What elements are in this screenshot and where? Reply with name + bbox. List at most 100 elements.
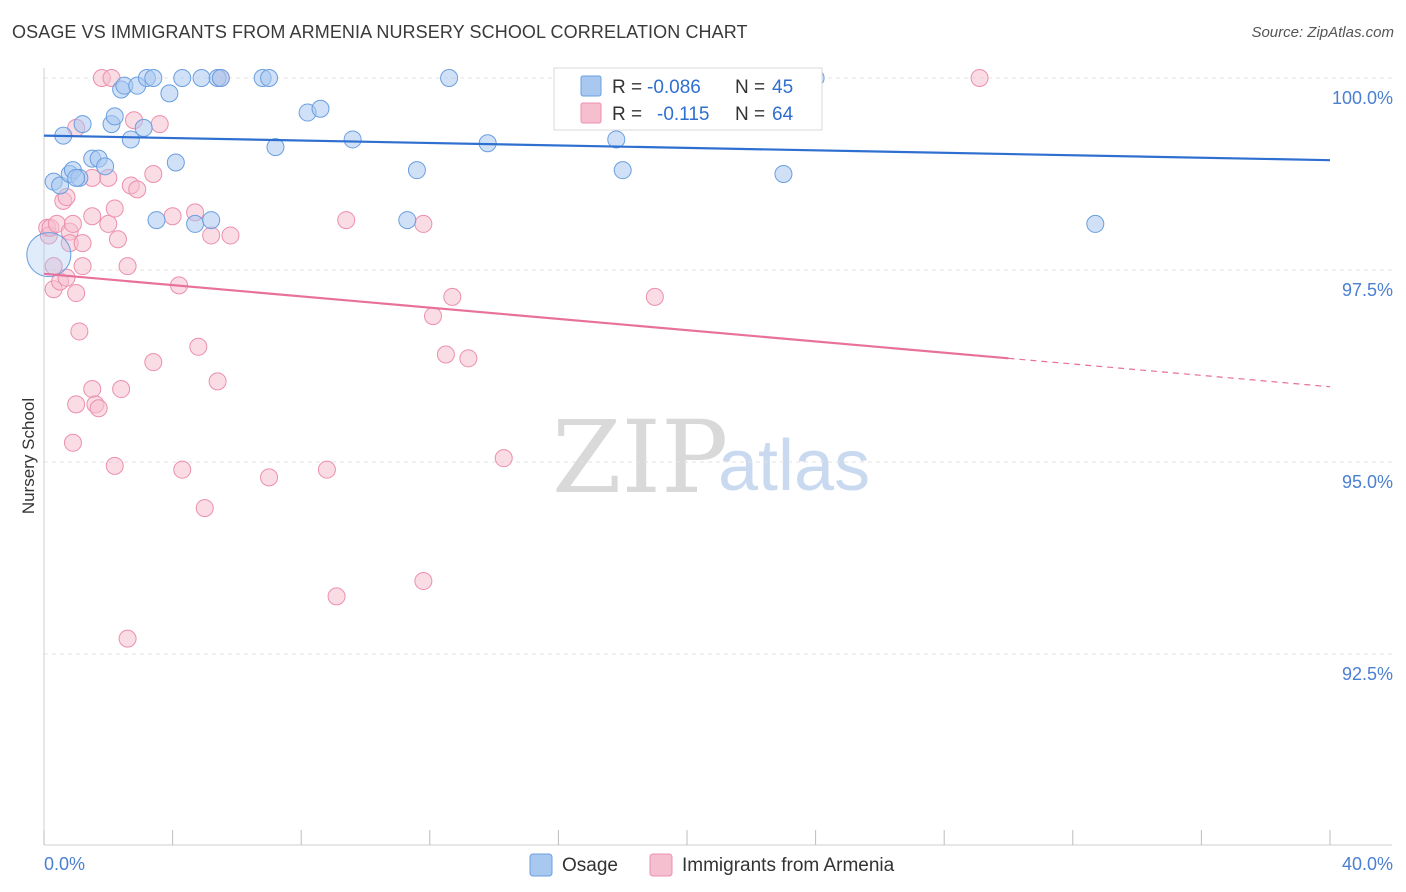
- x-ticks: [43, 830, 1331, 845]
- osage-point: [398, 211, 417, 230]
- legend-r-label-2: R =: [612, 104, 642, 125]
- armenia-point: [73, 234, 92, 253]
- bottom-legend-label-osage: Osage: [562, 855, 618, 876]
- armenia-point: [202, 226, 221, 245]
- legend-r-value-2: -0.115: [657, 104, 709, 125]
- source-credit: Source: ZipAtlas.com: [1251, 24, 1394, 41]
- series-armenia-points: [38, 69, 989, 648]
- armenia-point: [414, 214, 433, 233]
- osage-point: [613, 161, 632, 180]
- watermark: ZIP atlas: [552, 399, 870, 516]
- legend-n-value-2: 64: [772, 104, 794, 125]
- legend-swatch-osage: [580, 75, 602, 97]
- armenia-point: [118, 629, 137, 648]
- armenia-point: [83, 380, 102, 399]
- y-tick-label: 100.0%: [1332, 88, 1393, 108]
- osage-point: [260, 69, 279, 87]
- osage-point: [173, 69, 192, 87]
- bottom-legend-swatch-armenia: [649, 853, 673, 877]
- armenia-point: [57, 268, 76, 287]
- armenia-point: [118, 257, 137, 276]
- armenia-point: [63, 433, 82, 452]
- armenia-point: [108, 230, 127, 249]
- armenia-point: [459, 349, 478, 368]
- armenia-point: [150, 115, 169, 134]
- osage-point: [96, 157, 115, 176]
- armenia-point: [67, 395, 86, 414]
- legend-r-label-1: R =: [612, 77, 642, 98]
- armenia-point: [337, 211, 356, 230]
- axes: [43, 68, 1392, 846]
- armenia-point: [970, 69, 989, 87]
- osage-point: [774, 165, 793, 183]
- osage-point: [26, 232, 72, 278]
- legend-r-value-1: -0.086: [647, 77, 701, 98]
- armenia-point: [436, 345, 455, 364]
- osage-point: [607, 130, 626, 149]
- osage-point: [440, 69, 459, 87]
- armenia-point: [63, 214, 82, 233]
- armenia-point: [327, 587, 346, 606]
- osage-point: [186, 214, 205, 233]
- correlation-legend: R = -0.086 N = 45 R = -0.115 N = 64: [553, 67, 823, 131]
- osage-point: [147, 211, 166, 230]
- bottom-legend-swatch-osage: [529, 853, 553, 877]
- gridlines: [44, 77, 1392, 655]
- armenia-point: [645, 287, 664, 306]
- chart-title: OSAGE VS IMMIGRANTS FROM ARMENIA NURSERY…: [12, 22, 748, 42]
- armenia-point: [173, 460, 192, 479]
- armenia-point: [67, 284, 86, 303]
- osage-point: [134, 118, 153, 137]
- armenia-point: [208, 372, 227, 391]
- trend-lines: [43, 134, 1331, 388]
- armenia-point: [83, 207, 102, 226]
- armenia-point: [89, 399, 108, 418]
- osage-point: [121, 130, 140, 149]
- armenia-point: [105, 199, 124, 218]
- y-tick-labels: 92.5% 95.0% 97.5% 100.0%: [1332, 88, 1393, 684]
- armenia-point: [112, 380, 131, 399]
- osage-point: [211, 69, 230, 87]
- osage-point: [266, 138, 285, 157]
- osage-point: [192, 69, 211, 87]
- legend-n-label-2: N =: [735, 104, 765, 125]
- osage-point: [343, 130, 362, 149]
- y-tick-label: 95.0%: [1342, 472, 1393, 492]
- x-tick-label-max: 40.0%: [1342, 854, 1393, 874]
- watermark-atlas: atlas: [718, 426, 870, 506]
- armenia-point: [317, 460, 336, 479]
- osage-point: [311, 99, 330, 118]
- watermark-zip: ZIP: [552, 399, 728, 516]
- osage-point: [166, 153, 185, 172]
- osage-point: [73, 115, 92, 134]
- y-tick-label: 92.5%: [1342, 664, 1393, 684]
- armenia-point: [144, 165, 163, 183]
- osage-point: [67, 168, 86, 187]
- osage-point: [144, 69, 163, 87]
- armenia-point: [99, 214, 118, 233]
- series-osage-points: [26, 69, 1105, 278]
- osage-point: [160, 84, 179, 103]
- x-tick-label-min: 0.0%: [44, 854, 85, 874]
- armenia-point: [163, 207, 182, 226]
- armenia-point: [260, 468, 279, 487]
- y-tick-label: 97.5%: [1342, 280, 1393, 300]
- osage-point: [105, 107, 124, 126]
- legend-n-value-1: 45: [772, 77, 793, 98]
- armenia-point: [105, 456, 124, 475]
- y-axis-label: Nursery School: [19, 398, 38, 514]
- osage-point: [202, 211, 221, 230]
- armenia-point: [189, 337, 208, 356]
- armenia-point: [70, 322, 89, 341]
- armenia-point: [424, 307, 443, 326]
- armenia-point: [443, 287, 462, 306]
- legend-n-label-1: N =: [735, 77, 765, 98]
- armenia-trend-line: [43, 272, 1009, 360]
- armenia-point: [128, 180, 147, 199]
- armenia-point: [144, 353, 163, 372]
- legend-swatch-armenia: [580, 102, 602, 124]
- osage-point: [1086, 214, 1105, 233]
- osage-trend-line: [43, 134, 1331, 162]
- osage-point: [51, 176, 70, 195]
